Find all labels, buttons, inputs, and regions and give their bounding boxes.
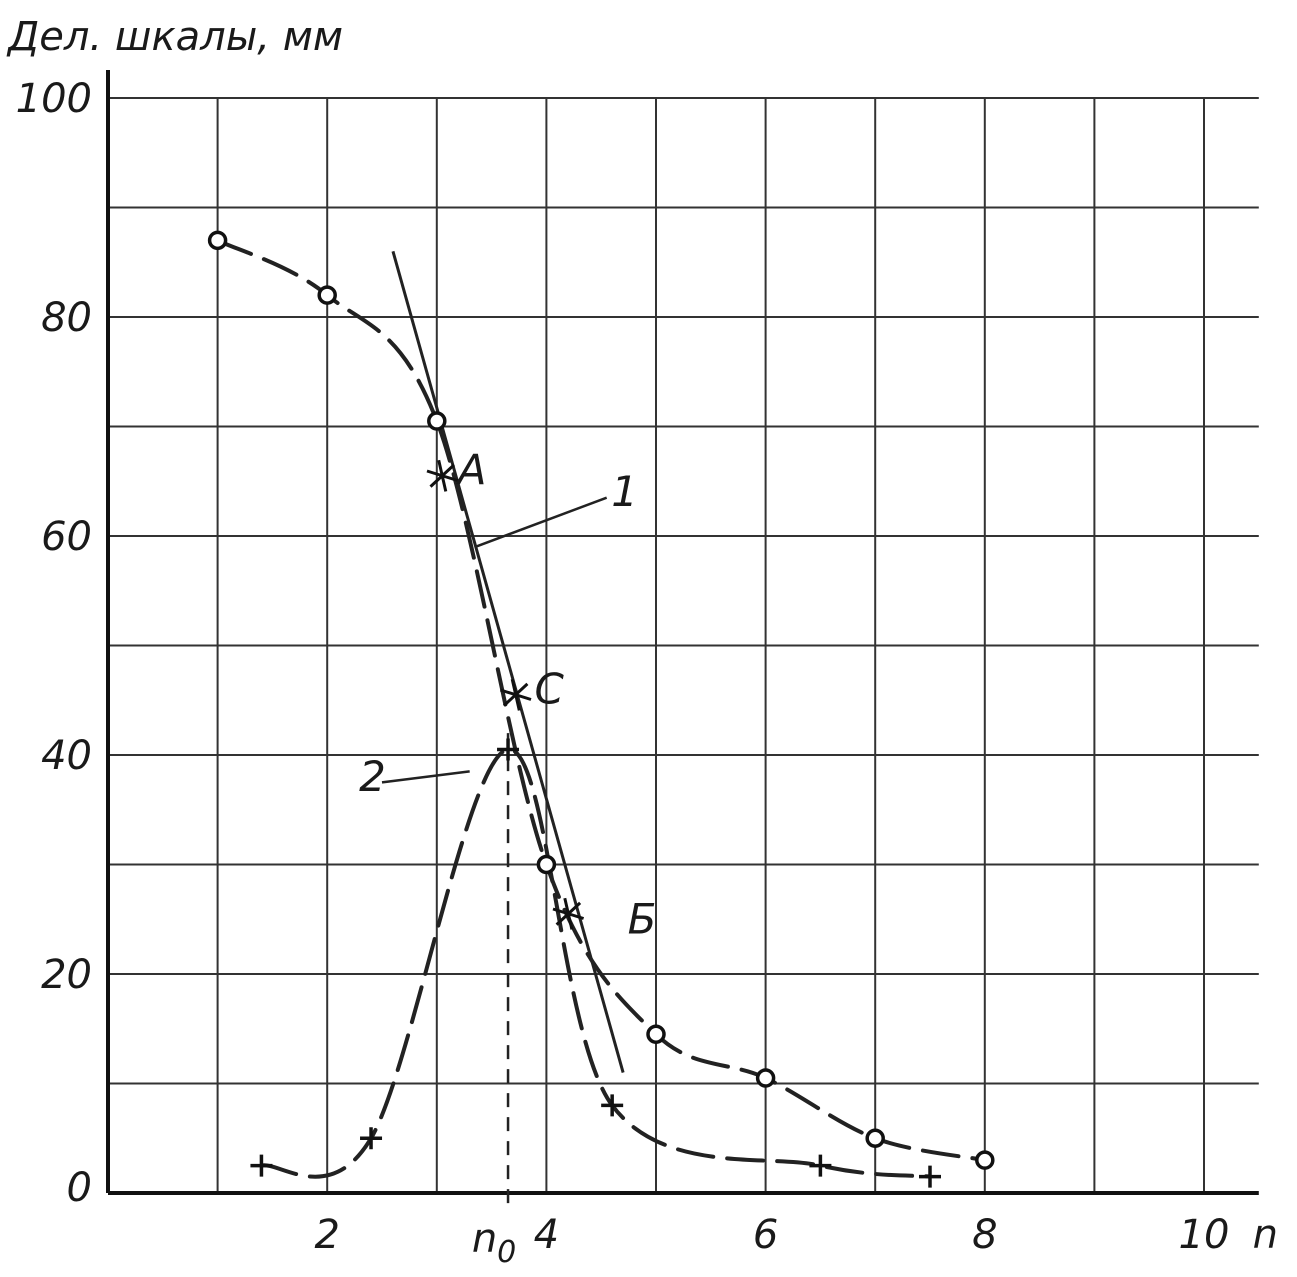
tangent-line xyxy=(391,250,625,1073)
series-1-curve xyxy=(215,238,987,1163)
label-2-leader xyxy=(381,770,470,784)
series-1-point xyxy=(646,1024,666,1044)
series-2-point xyxy=(497,738,520,761)
point-C-mark xyxy=(499,678,532,711)
annotation-label: 2 xyxy=(359,752,386,801)
series-2-point xyxy=(360,1127,383,1150)
series-2-point xyxy=(919,1165,941,1188)
y-tick-label: 100 xyxy=(16,76,92,122)
data-marks xyxy=(207,230,995,1188)
n0-label-base: n xyxy=(472,1216,497,1262)
y-tick-label: 40 xyxy=(41,733,92,779)
n0-label-subscript: 0 xyxy=(497,1235,516,1270)
series-1-point xyxy=(865,1128,885,1148)
annotation-label: C xyxy=(534,664,564,713)
x-axis-label: n xyxy=(1253,1212,1278,1258)
annotation-label: A xyxy=(455,445,487,494)
x-tick-label: 4 xyxy=(534,1212,559,1258)
y-axis-label: Дел. шкалы, мм xyxy=(6,14,343,60)
axes xyxy=(106,70,1259,1195)
y-tick-label: 60 xyxy=(41,514,92,560)
series-2-point xyxy=(601,1094,624,1117)
curves xyxy=(215,238,987,1213)
n0-label: n0 xyxy=(472,1216,516,1270)
point-A-mark xyxy=(426,459,459,492)
x-tick-label: 8 xyxy=(972,1212,997,1258)
series-2-point xyxy=(809,1154,832,1177)
annotations: A C Б 1 2 xyxy=(359,445,656,943)
series-1-point xyxy=(536,854,557,875)
series-1-point xyxy=(427,411,447,431)
x-tick-label: 2 xyxy=(314,1212,339,1258)
grid xyxy=(108,97,1259,1193)
label-1-leader xyxy=(474,496,608,549)
annotation-label: Б xyxy=(628,894,657,943)
series-1-point xyxy=(755,1068,776,1088)
series-1-point xyxy=(975,1150,995,1170)
series-1-point xyxy=(207,230,228,251)
y-tick-label: 0 xyxy=(67,1165,92,1211)
series-2-point xyxy=(250,1154,273,1177)
x-tick-label: 10 xyxy=(1179,1212,1230,1258)
series-1-point xyxy=(317,285,337,305)
x-tick-label: 6 xyxy=(753,1212,778,1258)
point-B-mark xyxy=(552,897,585,930)
annotation-label: 1 xyxy=(611,467,638,516)
y-tick-label: 20 xyxy=(41,952,92,998)
y-tick-label: 80 xyxy=(41,295,92,341)
